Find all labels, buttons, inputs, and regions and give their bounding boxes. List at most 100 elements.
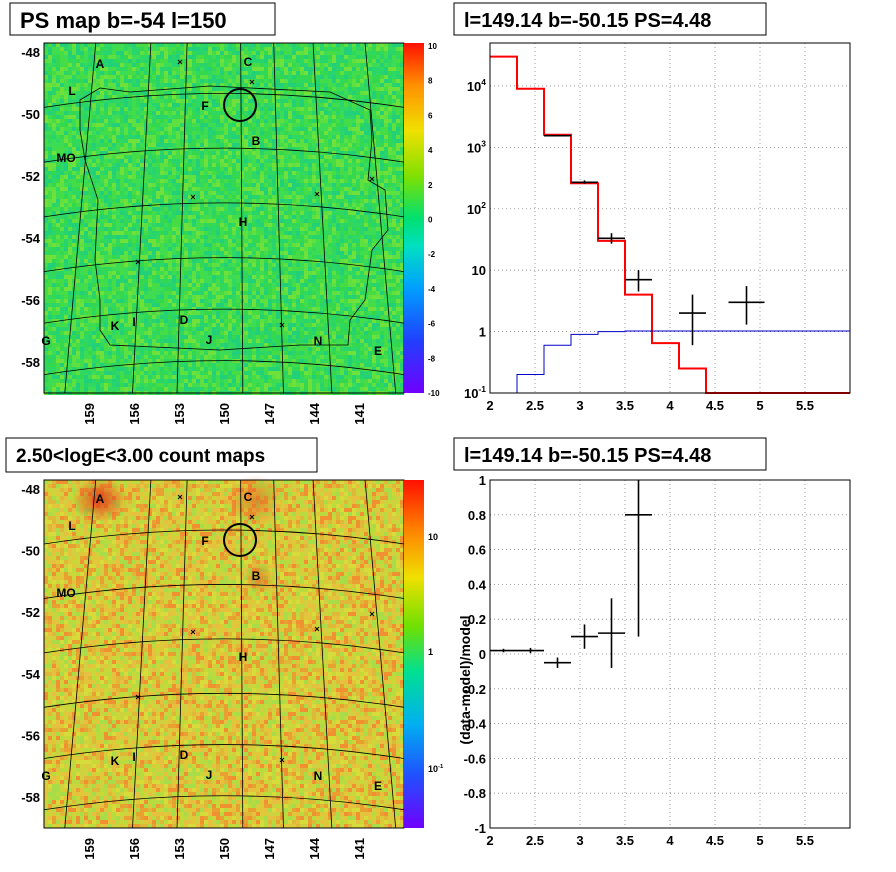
heatmap-cell [56, 75, 60, 79]
heatmap-cell [212, 75, 216, 79]
heatmap-cell [396, 143, 400, 147]
heatmap-cell [164, 99, 168, 103]
heatmap-cell [160, 231, 164, 235]
heatmap-cell [336, 251, 340, 255]
heatmap-cell [104, 43, 108, 47]
heatmap-cell [96, 51, 100, 55]
heatmap-cell [60, 111, 64, 115]
heatmap-cell [56, 111, 60, 115]
heatmap-cell [396, 91, 400, 95]
heatmap-cell [48, 135, 52, 139]
heatmap-cell [176, 195, 180, 199]
heatmap-cell [152, 155, 156, 159]
heatmap-cell [392, 199, 396, 203]
heatmap-cell [152, 135, 156, 139]
heatmap-cell [52, 79, 56, 83]
heatmap-cell [172, 183, 176, 187]
heatmap-cell [172, 99, 176, 103]
heatmap-cell [56, 203, 60, 207]
heatmap-cell [228, 163, 232, 167]
heatmap-cell [192, 123, 196, 127]
heatmap-cell [136, 43, 140, 47]
heatmap-cell [200, 159, 204, 163]
heatmap-cell [260, 211, 264, 215]
heatmap-cell [128, 251, 132, 255]
heatmap-cell [164, 243, 168, 247]
heatmap-cell [268, 107, 272, 111]
heatmap-cell [192, 155, 196, 159]
heatmap-cell [60, 95, 64, 99]
heatmap-cell [276, 99, 280, 103]
heatmap-cell [312, 175, 316, 179]
heatmap-cell [224, 215, 228, 219]
heatmap-cell [376, 71, 380, 75]
heatmap-cell [192, 67, 196, 71]
heatmap-cell [292, 107, 296, 111]
heatmap-cell [300, 247, 304, 251]
heatmap-cell [208, 135, 212, 139]
heatmap-cell [84, 111, 88, 115]
heatmap-cell [200, 115, 204, 119]
heatmap-cell [372, 79, 376, 83]
heatmap-cell [172, 119, 176, 123]
heatmap-cell [188, 171, 192, 175]
heatmap-cell [68, 227, 72, 231]
heatmap-cell [400, 119, 404, 123]
heatmap-cell [140, 131, 144, 135]
heatmap-cell [124, 115, 128, 119]
heatmap-cell [96, 47, 100, 51]
heatmap-cell [136, 247, 140, 251]
heatmap-cell [352, 83, 356, 87]
heatmap-cell [288, 223, 292, 227]
heatmap-cell [308, 239, 312, 243]
heatmap-cell [388, 239, 392, 243]
heatmap-cell [308, 251, 312, 255]
heatmap-cell [276, 83, 280, 87]
heatmap-cell [128, 243, 132, 247]
heatmap-cell [152, 263, 156, 267]
heatmap-cell [176, 55, 180, 59]
heatmap-cell [400, 147, 404, 151]
heatmap-cell [380, 163, 384, 167]
heatmap-cell [68, 175, 72, 179]
heatmap-cell [232, 259, 236, 263]
heatmap-cell [256, 151, 260, 155]
heatmap-cell [304, 155, 308, 159]
heatmap-cell [200, 195, 204, 199]
heatmap-cell [160, 207, 164, 211]
heatmap-cell [396, 167, 400, 171]
heatmap-cell [124, 183, 128, 187]
heatmap-cell [208, 79, 212, 83]
heatmap-cell [200, 187, 204, 191]
heatmap-cell [192, 231, 196, 235]
heatmap-cell [252, 151, 256, 155]
heatmap-cell [208, 59, 212, 63]
heatmap-cell [296, 63, 300, 67]
heatmap-cell [268, 151, 272, 155]
heatmap-cell [364, 127, 368, 131]
heatmap-cell [96, 167, 100, 171]
heatmap-cell [72, 175, 76, 179]
heatmap-cell [68, 79, 72, 83]
heatmap-cell [120, 235, 124, 239]
heatmap-cell [220, 43, 224, 47]
heatmap-cell [164, 135, 168, 139]
heatmap-cell [156, 75, 160, 79]
heatmap-cell [284, 147, 288, 151]
heatmap-cell [192, 139, 196, 143]
heatmap-cell [312, 115, 316, 119]
heatmap-cell [68, 75, 72, 79]
heatmap-cell [292, 67, 296, 71]
heatmap-cell [332, 67, 336, 71]
heatmap-cell [324, 135, 328, 139]
heatmap-cell [180, 83, 184, 87]
heatmap-cell [220, 79, 224, 83]
heatmap-cell [276, 223, 280, 227]
heatmap-cell [124, 231, 128, 235]
heatmap-cell [136, 131, 140, 135]
heatmap-cell [344, 103, 348, 107]
heatmap-cell [88, 227, 92, 231]
heatmap-cell [384, 115, 388, 119]
heatmap-cell [352, 215, 356, 219]
heatmap-cell [48, 235, 52, 239]
